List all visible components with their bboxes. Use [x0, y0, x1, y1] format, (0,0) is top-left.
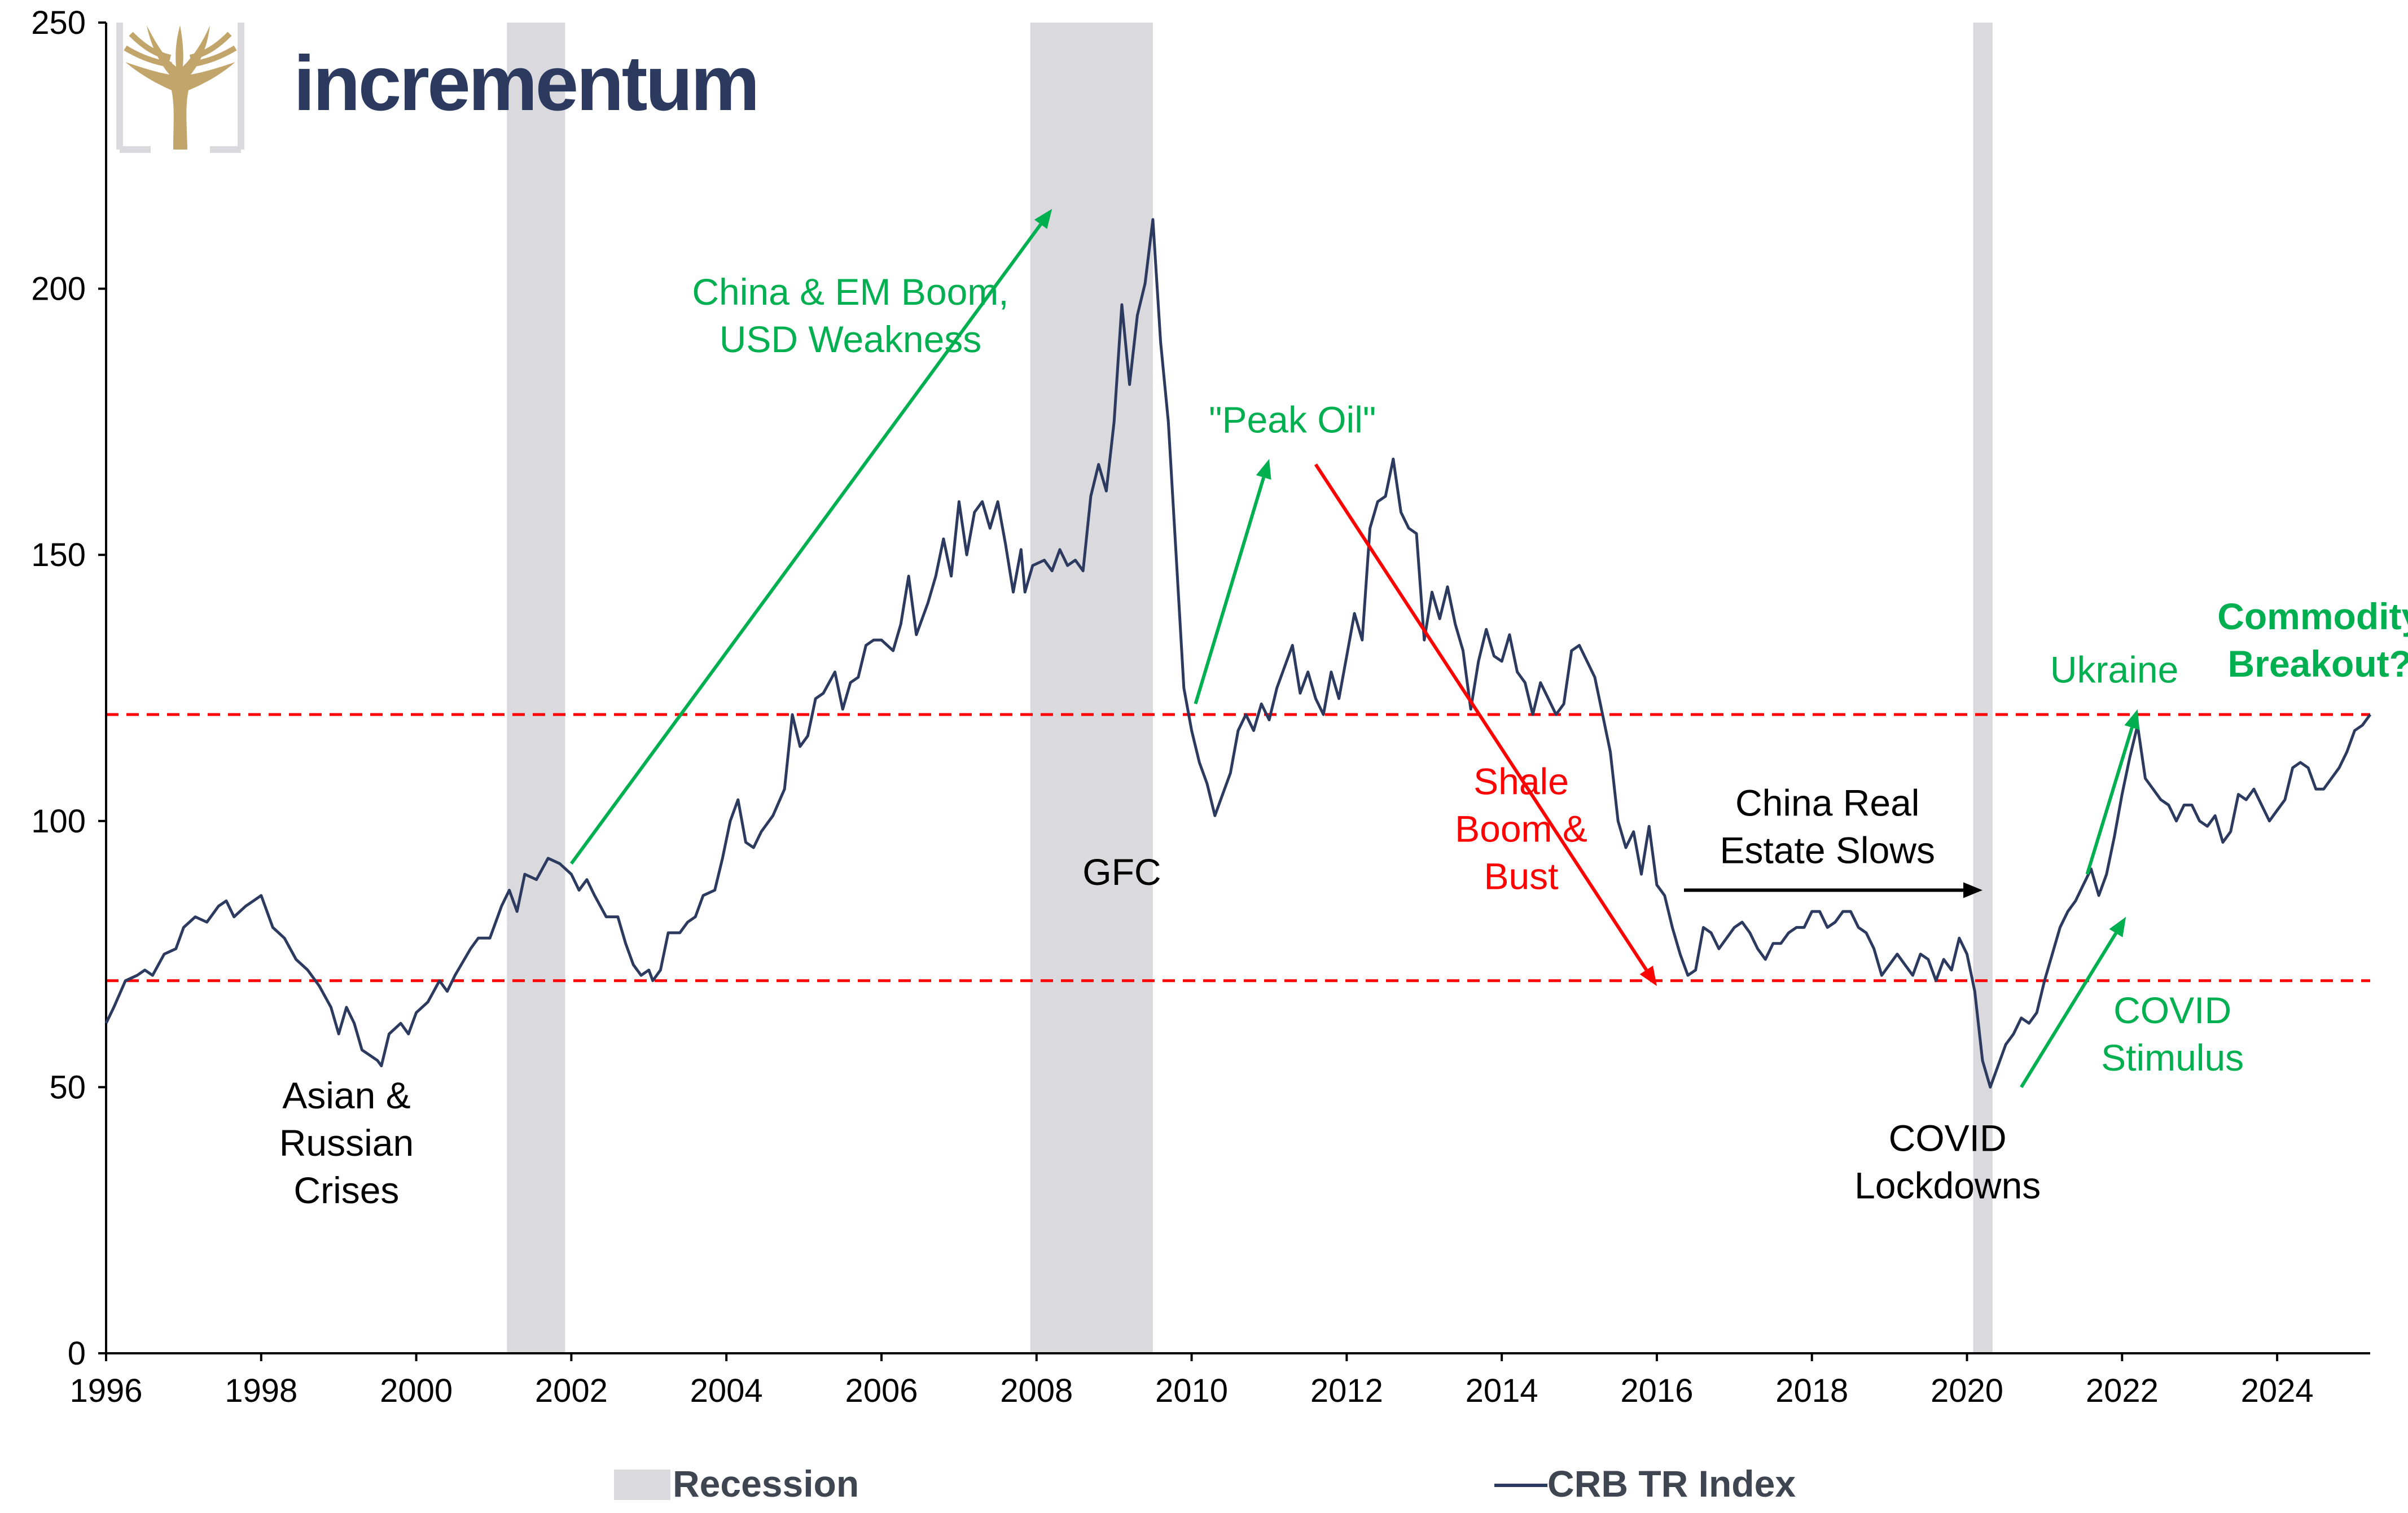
- x-tick-label: 2012: [1310, 1372, 1383, 1409]
- x-tick-label: 2018: [1775, 1372, 1848, 1409]
- x-tick-label: 2004: [690, 1372, 763, 1409]
- x-tick-label: 2020: [1931, 1372, 2003, 1409]
- annotation-breakout: Commodity Breakout?: [2217, 595, 2408, 685]
- recession-band: [1030, 23, 1153, 1353]
- annotation-covid-lockdowns: COVID Lockdowns: [1854, 1117, 2041, 1207]
- legend-recession-swatch: [614, 1470, 670, 1500]
- series: [104, 218, 2372, 1089]
- trend-arrow: [1314, 463, 1657, 986]
- tree-icon: [116, 23, 244, 153]
- recession-band: [507, 23, 565, 1353]
- series-line-crb-tr-index: [104, 218, 2372, 1089]
- annotations: Asian & Russian Crises China & EM Boom, USD …: [279, 271, 2408, 1211]
- x-tick-label: 2022: [2086, 1372, 2159, 1409]
- x-tick-label: 2006: [845, 1372, 918, 1409]
- trend-arrow: [1684, 882, 1983, 898]
- incrementum-logo: incrementum: [116, 23, 760, 153]
- trend-arrow: [2085, 709, 2140, 875]
- annotation-covid-stimulus: COVID Stimulus: [2101, 989, 2244, 1078]
- recession-bands: [507, 23, 1993, 1353]
- axis-ticks: 0 50 100 150 200 250 1996 1998 2000 2002 2004 2006 2…: [31, 5, 2313, 1409]
- brand-name: incrementum: [293, 40, 758, 127]
- y-tick-label: 150: [31, 537, 86, 573]
- x-tick-label: 2014: [1466, 1372, 1538, 1409]
- annotation-shale: Shale Boom & Bust: [1455, 761, 1587, 897]
- trend-arrow: [569, 209, 1052, 865]
- legend-series-label: CRB TR Index: [1547, 1463, 1796, 1505]
- reference-lines: [106, 713, 2370, 983]
- y-tick-label: 50: [49, 1069, 86, 1106]
- annotation-peak-oil: "Peak Oil": [1209, 398, 1376, 440]
- legend: Recession CRB TR Index: [614, 1463, 1796, 1505]
- y-tick-label: 100: [31, 803, 86, 840]
- trend-arrow: [1194, 459, 1271, 705]
- x-tick-label: 2008: [1000, 1372, 1073, 1409]
- annotation-china-em: China & EM Boom, USD Weakness: [692, 271, 1008, 360]
- x-tick-label: 2010: [1155, 1372, 1228, 1409]
- recession-band: [1973, 23, 1993, 1353]
- y-tick-label: 0: [68, 1335, 86, 1372]
- x-tick-label: 2016: [1620, 1372, 1693, 1409]
- trend-arrows: [569, 209, 2140, 1088]
- x-tick-label: 2000: [380, 1372, 453, 1409]
- annotation-gfc: GFC: [1082, 851, 1161, 893]
- annotation-ukraine: Ukraine: [2050, 649, 2178, 691]
- x-tick-label: 1996: [69, 1372, 142, 1409]
- legend-recession-label: Recession: [673, 1463, 859, 1505]
- trend-arrow: [2020, 916, 2126, 1088]
- axes: [105, 23, 2370, 1354]
- annotation-china-re: China Real Estate Slows: [1720, 782, 1935, 871]
- y-tick-label: 200: [31, 271, 86, 308]
- x-tick-label: 2002: [535, 1372, 608, 1409]
- annotation-asian: Asian & Russian Crises: [279, 1075, 414, 1211]
- x-tick-label: 2024: [2241, 1372, 2314, 1409]
- y-tick-label: 250: [31, 5, 86, 41]
- x-tick-label: 1998: [225, 1372, 297, 1409]
